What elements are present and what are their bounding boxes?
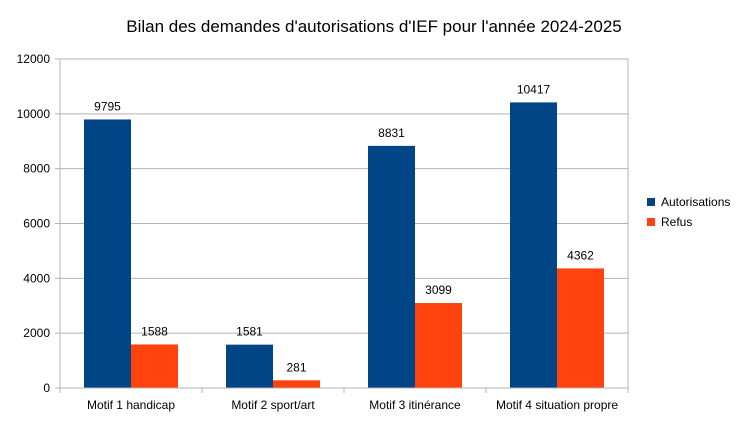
y-tick-label: 0	[43, 381, 50, 395]
bar-refus-1	[131, 344, 178, 388]
data-label: 281	[286, 360, 306, 374]
chart-title: Bilan des demandes d'autorisations d'IEF…	[126, 17, 622, 36]
y-tick-label: 2000	[23, 326, 50, 340]
legend-swatch	[647, 218, 655, 226]
y-tick-label: 12000	[17, 52, 51, 66]
legend: Autorisations Refus	[647, 192, 730, 232]
bar-refus-2	[273, 380, 320, 388]
bar-refus-4	[557, 268, 604, 388]
legend-label: Refus	[661, 215, 693, 229]
y-tick-label: 8000	[23, 162, 50, 176]
y-tick-label: 10000	[17, 107, 51, 121]
data-label: 4362	[567, 248, 594, 262]
x-tick-label: Motif 3 itinérance	[369, 398, 461, 412]
bar-autorisations-2	[226, 344, 273, 388]
bar-autorisations-4	[510, 102, 557, 389]
data-label: 8831	[378, 126, 405, 140]
legend-label: Autorisations	[661, 195, 731, 209]
bar-refus-3	[415, 303, 462, 388]
data-label: 3099	[425, 283, 452, 297]
x-tick-label: Motif 2 sport/art	[231, 398, 315, 412]
legend-item-autorisations: Autorisations	[647, 192, 730, 212]
data-label: 1588	[141, 324, 168, 338]
y-tick-label: 6000	[23, 217, 50, 231]
bar-autorisations-3	[368, 145, 415, 388]
data-label: 9795	[94, 99, 121, 113]
legend-item-refus: Refus	[647, 212, 730, 232]
bar-autorisations-1	[84, 119, 131, 389]
x-tick-label: Motif 1 handicap	[87, 398, 175, 412]
y-tick-label: 4000	[23, 271, 50, 285]
data-label: 1581	[236, 325, 263, 339]
legend-swatch	[647, 198, 655, 206]
data-label: 10417	[517, 82, 551, 96]
x-tick-label: Motif 4 situation propre	[496, 398, 618, 412]
